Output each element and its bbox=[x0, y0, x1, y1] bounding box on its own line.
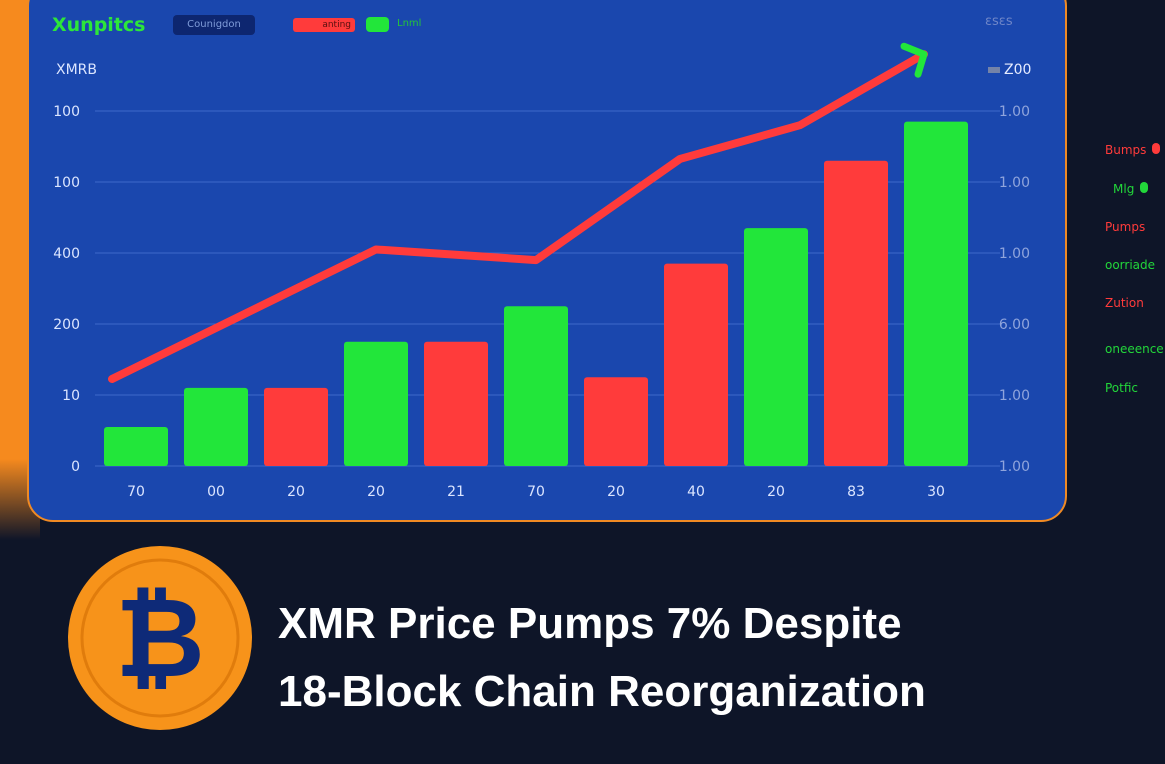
y-tick-label-right: 1.00 bbox=[999, 104, 1030, 120]
x-tick-label: 30 bbox=[927, 484, 945, 500]
legend-green-label: Lnml bbox=[397, 18, 422, 29]
bar bbox=[424, 341, 488, 466]
sidebar-item-label: Potfic bbox=[1105, 381, 1139, 395]
x-tick-label: 21 bbox=[447, 484, 465, 500]
sidebar-item: oorriade bbox=[1105, 258, 1155, 272]
y-tick-label-left: 100 bbox=[53, 104, 80, 120]
y-tick-label-right: 1.00 bbox=[999, 175, 1030, 191]
sidebar-item: oneeence bbox=[1105, 342, 1164, 356]
x-tick-label: 70 bbox=[127, 484, 145, 500]
bar bbox=[824, 160, 888, 466]
sidebar-item: Potfic bbox=[1105, 381, 1138, 395]
sidebar-item-label: Mlg bbox=[1113, 182, 1135, 196]
symbol-label: XMRB bbox=[56, 62, 98, 78]
bar bbox=[744, 228, 808, 466]
bar bbox=[504, 306, 568, 466]
x-tick-label: 20 bbox=[607, 484, 625, 500]
right-axis-top-label: Z00 bbox=[988, 62, 1031, 78]
bar bbox=[344, 341, 408, 466]
trend-arrow-icon bbox=[900, 42, 928, 78]
legend-marker bbox=[988, 67, 1000, 73]
headline-line-1: XMR Price Pumps 7% Despite bbox=[278, 599, 902, 648]
y-tick-label-left: 0 bbox=[71, 459, 80, 475]
sidebar-item: Mlg bbox=[1113, 182, 1149, 196]
bar-chart: 0 1.00 10 1.00 200 6.00 400 1.00 100 1.00 100 1.00 7… bbox=[53, 42, 1030, 500]
sidebar-item: Pumps bbox=[1105, 220, 1145, 234]
bar bbox=[904, 121, 968, 467]
x-tick-label: 20 bbox=[367, 484, 385, 500]
svg-text:₿: ₿ bbox=[115, 574, 205, 702]
x-tick-label: 20 bbox=[287, 484, 305, 500]
y-tick-label-left: 400 bbox=[53, 246, 80, 262]
x-tick-label: 20 bbox=[767, 484, 785, 500]
sidebar-item-label: Bumps bbox=[1105, 143, 1147, 157]
bar bbox=[584, 377, 648, 466]
app-logo: Xunpitcs bbox=[52, 14, 146, 36]
status-dot bbox=[1152, 143, 1161, 154]
x-tick-label: 40 bbox=[687, 484, 705, 500]
y-tick-label-left: 100 bbox=[53, 175, 80, 191]
x-tick-label: 83 bbox=[847, 484, 865, 500]
sidebar-item-label: oneeence bbox=[1105, 342, 1164, 356]
bar bbox=[664, 263, 728, 466]
sidebar-item-label: Pumps bbox=[1105, 220, 1146, 234]
sidebar-item-label: oorriade bbox=[1105, 258, 1156, 272]
legend-red-button[interactable]: anting bbox=[293, 18, 355, 32]
bitcoin-icon: ₿ bbox=[68, 546, 252, 730]
bar bbox=[264, 387, 328, 466]
sidebar-item: Zution bbox=[1105, 296, 1144, 310]
trend-line bbox=[108, 50, 928, 384]
y-tick-label-right: 6.00 bbox=[999, 317, 1030, 333]
right-axis-top-text: Z00 bbox=[1004, 62, 1032, 78]
y-tick-label-left: 200 bbox=[53, 317, 80, 333]
headline: XMR Price Pumps 7% Despite 18-Block Chai… bbox=[278, 590, 926, 726]
bar bbox=[104, 426, 168, 466]
sidebar-item: Bumps bbox=[1105, 143, 1161, 157]
y-tick-label-right: 1.00 bbox=[999, 246, 1030, 262]
y-tick-label-left: 10 bbox=[62, 388, 80, 404]
legend-green-swatch bbox=[366, 17, 389, 32]
headline-line-2: 18-Block Chain Reorganization bbox=[278, 667, 926, 716]
x-tick-label: 70 bbox=[527, 484, 545, 500]
bar bbox=[184, 387, 248, 466]
header-button[interactable]: Counigdon bbox=[173, 15, 255, 35]
top-right-label: ɛsɛs bbox=[985, 14, 1013, 29]
x-tick-label: 00 bbox=[207, 484, 225, 500]
sidebar-item-label: Zution bbox=[1105, 296, 1144, 310]
y-tick-label-right: 1.00 bbox=[999, 388, 1030, 404]
status-dot bbox=[1140, 182, 1149, 193]
y-tick-label-right: 1.00 bbox=[999, 459, 1030, 475]
